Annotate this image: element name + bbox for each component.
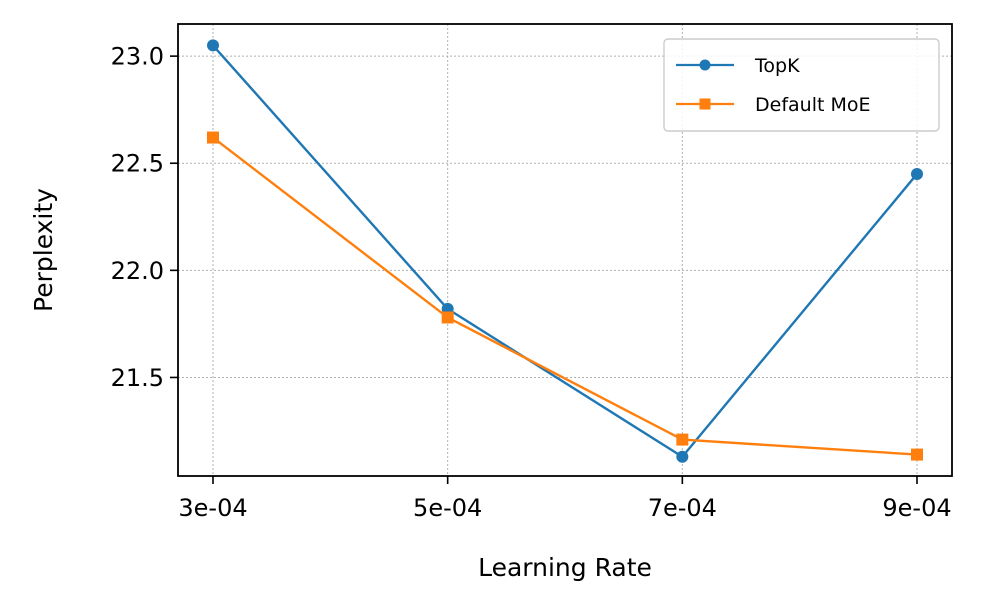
x-tick-label: 7e-04 (648, 494, 717, 522)
legend-label-topk: TopK (754, 55, 800, 77)
data-point-default-moe (207, 131, 219, 144)
x-tick-label: 3e-04 (178, 494, 247, 522)
legend: TopK Default MoE (663, 38, 940, 132)
data-point-default-moe (911, 448, 923, 461)
data-point-default-moe (441, 311, 454, 324)
y-tick-label: 23.0 (111, 43, 164, 71)
y-tick-label: 22.0 (111, 257, 164, 285)
x-tick-label: 9e-04 (882, 494, 951, 522)
axis-ticks: 3e-04 5e-04 7e-04 9e-04 21.5 22.0 22.5 23.0 (111, 43, 952, 522)
x-tick-label: 5e-04 (413, 494, 482, 522)
data-point-default-moe (676, 433, 689, 446)
legend-label-default-moe: Default MoE (755, 94, 870, 116)
series-group (207, 39, 923, 463)
plot-frame (177, 23, 953, 477)
legend-marker-default-moe (699, 98, 711, 110)
series-line-default-moe (212, 136, 918, 456)
data-point-topk (676, 450, 689, 463)
series-line-topk (212, 44, 918, 458)
y-axis-title: Perplexity (29, 188, 58, 312)
data-point-topk (207, 39, 219, 52)
x-axis-title: Learning Rate (478, 553, 652, 582)
legend-marker-topk (699, 59, 711, 71)
legend-box (663, 38, 940, 132)
y-tick-label: 22.5 (111, 150, 164, 178)
y-tick-label: 21.5 (111, 364, 164, 392)
data-point-topk (911, 167, 923, 180)
